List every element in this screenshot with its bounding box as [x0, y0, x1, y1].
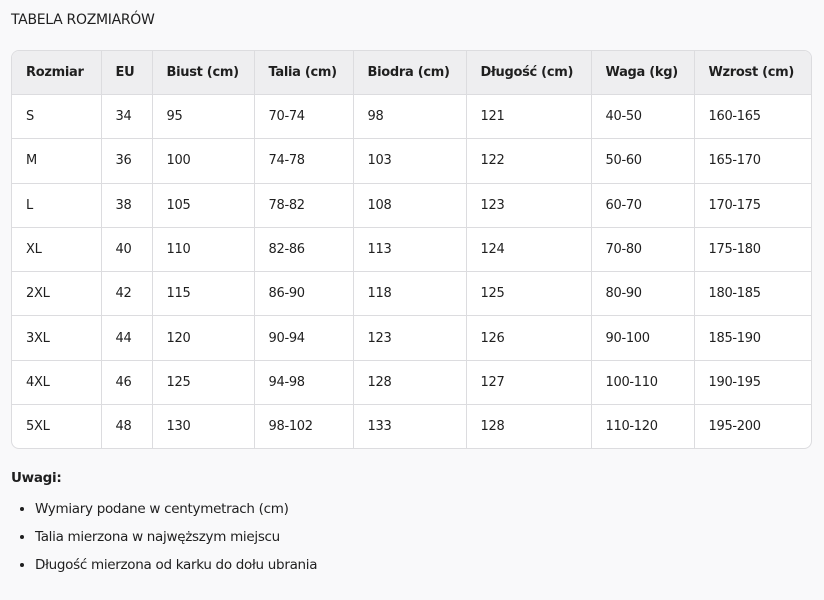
table-cell: 2XL	[12, 271, 102, 317]
table-cell: 124	[466, 227, 592, 273]
table-cell: 46	[101, 360, 153, 406]
table-cell: XL	[12, 227, 102, 273]
table-row: 3XL 44 120 90-94 123 126 90-100 185-190	[12, 315, 811, 361]
column-header: Waga (kg)	[591, 51, 695, 95]
table-cell: 110-120	[591, 404, 695, 449]
table-cell: 42	[101, 271, 153, 317]
table-cell: 5XL	[12, 404, 102, 449]
note-item: Wymiary podane w centymetrach (cm)	[35, 500, 317, 518]
table-cell: 113	[353, 227, 467, 273]
table-cell: 122	[466, 138, 592, 184]
table-cell: 105	[152, 183, 255, 228]
column-header: Biodra (cm)	[353, 51, 467, 95]
table-cell: 125	[152, 360, 255, 406]
table-cell: 78-82	[254, 183, 354, 228]
table-cell: 118	[353, 271, 467, 317]
table-cell: 4XL	[12, 360, 102, 406]
table-cell: 50-60	[591, 138, 695, 184]
table-cell: 86-90	[254, 271, 354, 317]
size-table-container: Rozmiar EU Biust (cm) Talia (cm) Biodra (cm)…	[11, 50, 812, 450]
table-cell: 127	[466, 360, 592, 406]
table-cell: 185-190	[694, 315, 811, 361]
column-header: Wzrost (cm)	[694, 51, 811, 95]
table-cell: 165-170	[694, 138, 811, 184]
table-cell: 123	[353, 315, 467, 361]
table-cell: L	[12, 183, 102, 228]
table-cell: 70-74	[254, 94, 354, 140]
table-cell: 175-180	[694, 227, 811, 273]
notes-list: Wymiary podane w centymetrach (cm) Talia…	[11, 500, 318, 574]
column-header: Rozmiar	[12, 51, 102, 95]
table-cell: 170-175	[694, 183, 811, 228]
table-row: XL 40 110 82-86 113 124 70-80 175-180	[12, 227, 811, 273]
table-cell: 125	[466, 271, 592, 317]
note-item: Długość mierzona od karku do dołu ubrani…	[35, 556, 318, 574]
table-cell: 90-100	[591, 315, 695, 361]
size-table: Rozmiar EU Biust (cm) Talia (cm) Biodra (cm)…	[12, 51, 811, 449]
table-header-row: Rozmiar EU Biust (cm) Talia (cm) Biodra (cm)…	[12, 51, 811, 95]
table-cell: 3XL	[12, 315, 102, 361]
table-cell: 98	[353, 94, 467, 140]
note-item: Talia mierzona w najwęższym miejscu	[35, 528, 317, 546]
notes-section: Uwagi: Wymiary podane w centymetrach (cm…	[11, 470, 318, 584]
table-cell: M	[12, 138, 102, 184]
table-cell: 100-110	[591, 360, 695, 406]
table-row: 5XL 48 130 98-102 133 128 110-120 195-200	[12, 404, 811, 449]
table-cell: 108	[353, 183, 467, 228]
table-cell: 94-98	[254, 360, 354, 406]
table-cell: 95	[152, 94, 255, 140]
table-cell: 123	[466, 183, 592, 228]
table-cell: 128	[353, 360, 467, 406]
table-cell: 195-200	[708, 419, 762, 435]
table-cell: 121	[466, 94, 592, 140]
table-cell: 36	[101, 138, 153, 184]
notes-heading: Uwagi:	[11, 470, 62, 486]
table-cell: 98-102	[254, 404, 354, 449]
table-cell: 180-185	[694, 271, 811, 317]
column-header: Talia (cm)	[254, 51, 354, 95]
table-cell: 40-50	[591, 94, 695, 140]
column-header: Długość (cm)	[466, 51, 592, 95]
column-header: Biust (cm)	[152, 51, 255, 95]
table-cell: 110	[152, 227, 255, 273]
column-header: EU	[101, 51, 153, 95]
table-cell: 128	[466, 404, 592, 449]
table-cell: 120	[152, 315, 255, 361]
table-cell: 34	[101, 94, 153, 140]
table-cell: 74-78	[254, 138, 354, 184]
table-cell: 70-80	[591, 227, 695, 273]
table-cell: 160-165	[694, 94, 811, 140]
table-cell: 90-94	[254, 315, 354, 361]
table-cell: 44	[101, 315, 153, 361]
table-row: M 36 100 74-78 103 122 50-60 165-170	[12, 138, 811, 184]
table-cell: 60-70	[591, 183, 695, 228]
table-cell: 115	[152, 271, 255, 317]
table-cell: 103	[353, 138, 467, 184]
table-cell: 80-90	[591, 271, 695, 317]
table-row: L 38 105 78-82 108 123 60-70 170-175	[12, 183, 811, 228]
table-row: S 34 95 70-74 98 121 40-50 160-165	[12, 94, 811, 140]
page-title: TABELA ROZMIARÓW	[11, 12, 155, 28]
table-cell: 130	[152, 404, 255, 449]
table-cell: 38	[101, 183, 153, 228]
table-cell: 133	[353, 404, 467, 449]
table-cell: 126	[466, 315, 592, 361]
table-cell: 100	[152, 138, 255, 184]
table-cell: 40	[101, 227, 153, 273]
table-cell: S	[12, 94, 102, 140]
table-cell: 82-86	[254, 227, 354, 273]
table-cell: 48	[101, 404, 153, 449]
table-row: 2XL 42 115 86-90 118 125 80-90 180-185	[12, 271, 811, 317]
table-row: 4XL 46 125 94-98 128 127 100-110 190-195	[12, 360, 811, 406]
table-cell: 190-195	[694, 360, 811, 406]
